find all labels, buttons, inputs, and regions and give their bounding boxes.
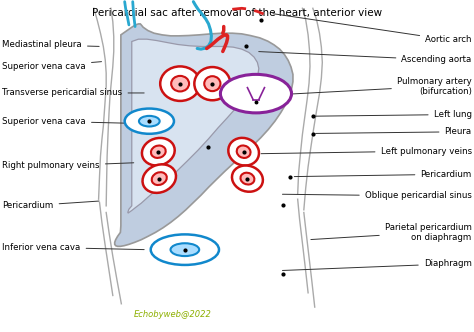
Ellipse shape <box>143 164 176 193</box>
Text: Pulmonary artery
(bifurcation): Pulmonary artery (bifurcation) <box>283 77 472 96</box>
Text: Inferior vena cava: Inferior vena cava <box>2 243 144 252</box>
Text: Pericardial sac after removal of the heart, anterior view: Pericardial sac after removal of the hea… <box>92 8 382 18</box>
Text: Transverse pericardial sinus: Transverse pericardial sinus <box>2 88 144 98</box>
Ellipse shape <box>160 66 200 101</box>
Ellipse shape <box>125 109 174 134</box>
Text: Echobyweb@2022: Echobyweb@2022 <box>134 310 212 319</box>
Ellipse shape <box>142 138 175 166</box>
Text: Right pulmonary veins: Right pulmonary veins <box>2 161 134 171</box>
Ellipse shape <box>220 74 292 113</box>
Text: Diaphragm: Diaphragm <box>283 259 472 271</box>
Ellipse shape <box>228 138 259 166</box>
Ellipse shape <box>139 116 160 126</box>
Text: Pericardium: Pericardium <box>2 201 99 210</box>
Text: Mediastinal pleura: Mediastinal pleura <box>2 40 99 49</box>
Text: Aortic arch: Aortic arch <box>273 14 472 44</box>
Ellipse shape <box>240 173 255 185</box>
Ellipse shape <box>152 172 167 185</box>
Text: Pericardium: Pericardium <box>294 170 472 179</box>
Ellipse shape <box>151 145 166 158</box>
Text: Oblique pericardial sinus: Oblique pericardial sinus <box>283 191 472 201</box>
Text: Superior vena cava: Superior vena cava <box>2 117 137 126</box>
Ellipse shape <box>171 243 199 256</box>
Text: Left pulmonary veins: Left pulmonary veins <box>261 146 472 156</box>
Ellipse shape <box>232 165 263 192</box>
Polygon shape <box>115 24 293 246</box>
Ellipse shape <box>204 76 220 91</box>
Polygon shape <box>128 39 259 213</box>
Text: Superior vena cava: Superior vena cava <box>2 62 101 71</box>
Ellipse shape <box>194 67 230 100</box>
Ellipse shape <box>171 76 189 91</box>
Text: Left lung: Left lung <box>316 110 472 119</box>
Text: Pleura: Pleura <box>316 127 472 136</box>
Text: Parietal pericardium
on diaphragm: Parietal pericardium on diaphragm <box>311 223 472 242</box>
Ellipse shape <box>237 145 251 158</box>
Ellipse shape <box>151 234 219 265</box>
Text: Ascending aorta: Ascending aorta <box>259 51 472 64</box>
